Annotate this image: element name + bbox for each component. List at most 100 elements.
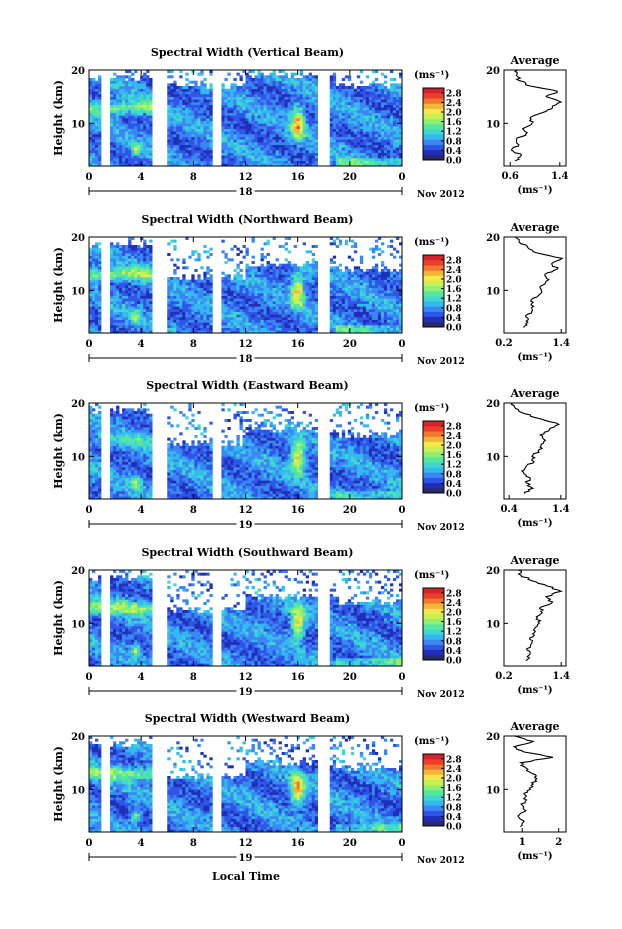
heatmap-cell (167, 112, 171, 116)
heatmap-cell (209, 86, 213, 89)
heatmap-cell (395, 94, 400, 97)
heatmap-cell (266, 306, 270, 310)
heatmap-cell (128, 258, 132, 262)
heatmap-cell (188, 150, 192, 153)
heatmap-cell (251, 160, 255, 164)
heatmap-cell (371, 70, 376, 73)
heatmap-cell (122, 301, 126, 304)
heatmap-cell (209, 327, 213, 331)
heatmap-cell (278, 282, 282, 286)
heatmap-cell (233, 86, 237, 89)
heatmap-cell (236, 247, 240, 251)
heatmap-cell (113, 279, 117, 283)
heatmap-cell (287, 277, 291, 280)
heatmap-cell (116, 282, 120, 286)
heatmap-cell (227, 131, 231, 135)
heatmap-cell (92, 144, 96, 148)
heatmap-cell (191, 112, 195, 116)
heatmap-cell (248, 330, 252, 334)
heatmap-cell (272, 120, 276, 124)
heatmap-cell (329, 75, 334, 79)
heatmap-cell (275, 110, 279, 113)
heatmap-cell (314, 91, 319, 95)
heatmap-cell (149, 139, 153, 143)
heatmap-cell (335, 144, 340, 148)
heatmap-cell (95, 242, 99, 246)
heatmap-cell (362, 150, 367, 153)
heatmap-cell (350, 110, 355, 113)
heatmap-cell (230, 290, 234, 294)
heatmap-cell (281, 285, 285, 288)
heatmap-cell (149, 314, 153, 318)
heatmap-cell (287, 327, 291, 331)
heatmap-cell (392, 94, 397, 97)
heatmap-cell (98, 147, 102, 151)
heatmap-cell (347, 99, 352, 103)
heatmap-cell (185, 147, 189, 151)
heatmap-cell (275, 158, 279, 161)
heatmap-cell (302, 152, 306, 156)
heatmap-cell (275, 150, 279, 153)
heatmap-cell (176, 102, 180, 105)
heatmap-cell (365, 163, 370, 167)
heatmap-cell (338, 155, 343, 159)
heatmap-cell (389, 155, 394, 159)
heatmap-cell (308, 86, 313, 89)
heatmap-cell (263, 102, 267, 105)
heatmap-cell (275, 123, 279, 127)
heatmap-cell (206, 131, 210, 135)
heatmap-cell (143, 147, 147, 151)
heatmap-cell (365, 94, 370, 97)
heatmap-cell (305, 104, 309, 108)
heatmap-cell (377, 96, 382, 100)
heatmap-cell (191, 131, 195, 135)
heatmap-cell (194, 142, 198, 145)
heatmap-cell (197, 115, 201, 119)
heatmap-cell (377, 120, 382, 124)
heatmap-cell (188, 293, 192, 296)
heatmap-cell (146, 86, 150, 89)
heatmap-cell (182, 152, 186, 156)
heatmap-cell (302, 290, 306, 294)
heatmap-cell (332, 303, 337, 307)
heatmap-cell (257, 322, 261, 326)
heatmap-cell (386, 163, 391, 167)
heatmap-cell (272, 309, 276, 312)
heatmap-cell (314, 322, 319, 326)
heatmap-cell (233, 293, 237, 296)
heatmap-cell (128, 126, 132, 129)
heatmap-cell (272, 306, 276, 310)
heatmap-cell (191, 274, 195, 278)
heatmap-cell (275, 94, 279, 97)
heatmap-cell (359, 102, 364, 105)
heatmap-cell (287, 150, 291, 153)
heatmap-cell (194, 139, 198, 143)
heatmap-cell (110, 112, 114, 116)
heatmap-cell (290, 317, 294, 320)
heatmap-cell (248, 150, 252, 153)
heatmap-cell (98, 104, 102, 108)
heatmap-cell (278, 277, 282, 280)
heatmap-cell (233, 142, 237, 145)
heatmap-cell (299, 142, 303, 145)
heatmap-cell (194, 126, 198, 129)
heatmap-cell (338, 298, 343, 302)
heatmap-cell (266, 263, 270, 267)
heatmap-cell (251, 147, 255, 151)
heatmap-cell (296, 306, 300, 310)
heatmap-cell (140, 142, 144, 145)
heatmap-cell (356, 91, 361, 95)
heatmap-cell (143, 99, 147, 103)
heatmap-cell (251, 237, 255, 240)
heatmap-cell (89, 150, 93, 153)
heatmap-cell (290, 160, 294, 164)
heatmap-cell (257, 287, 261, 291)
heatmap-cell (257, 88, 261, 92)
heatmap-cell (92, 282, 96, 286)
heatmap-cell (236, 314, 240, 318)
heatmap-cell (140, 163, 144, 167)
heatmap-cell (122, 319, 126, 323)
heatmap-cell (302, 274, 306, 278)
heatmap-cell (137, 277, 141, 280)
heatmap-cell (95, 303, 99, 307)
